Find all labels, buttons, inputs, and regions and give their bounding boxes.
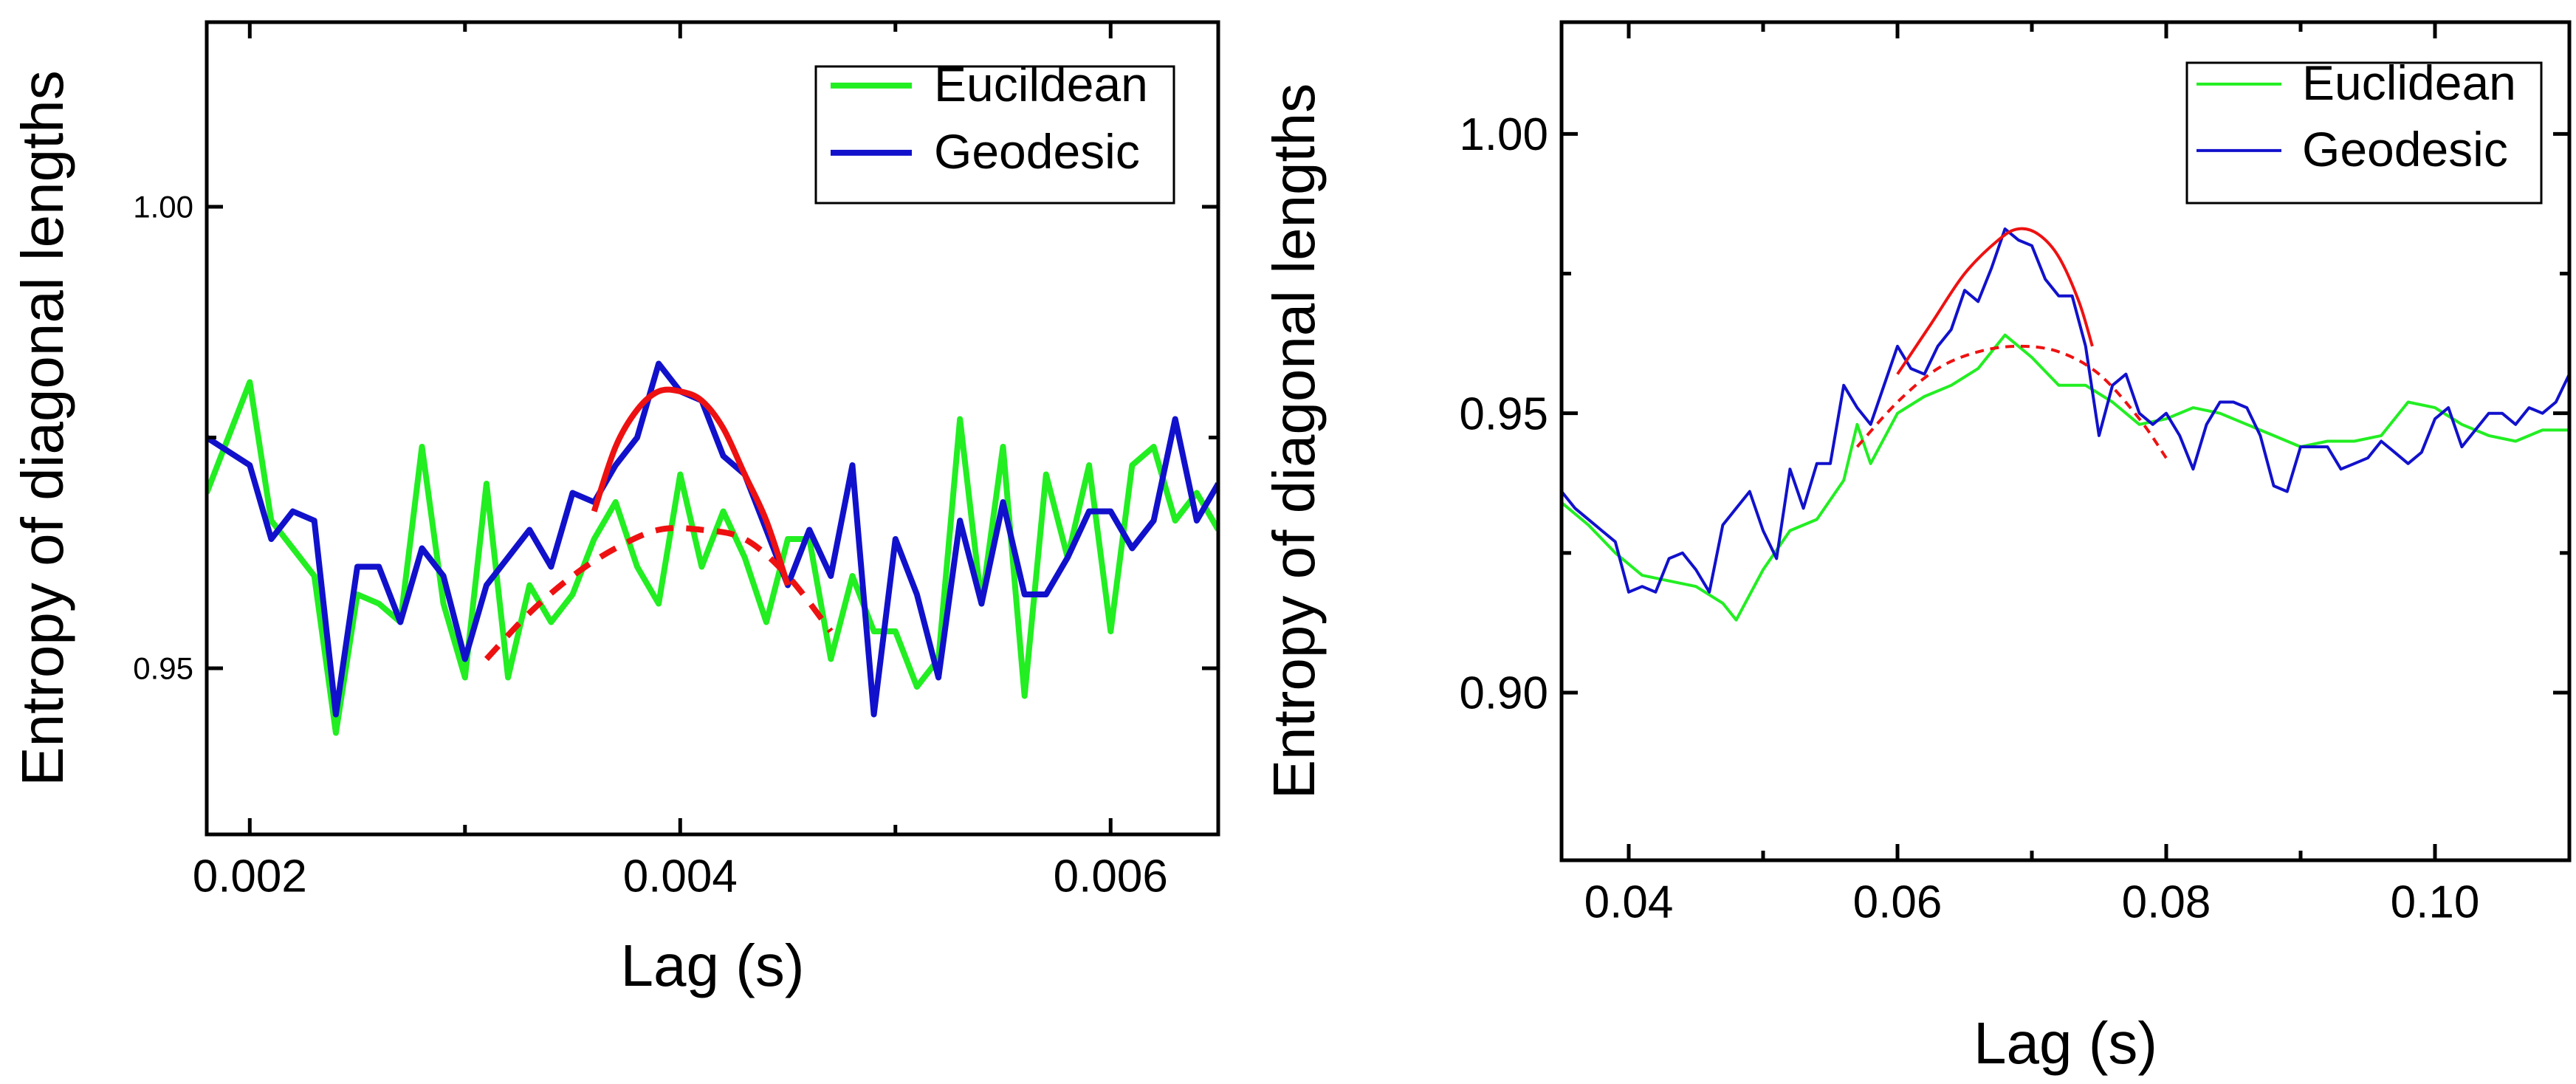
chart-panel-1: 0.002 0.004 0.006 0.95 1.00 Lag (s) Entropy of… [10, 20, 1220, 998]
fit-curve-solid [1896, 227, 2094, 375]
legend: Euclidean Geodesic [2185, 55, 2543, 205]
y-axis-label: Entropy of diagonal lengths [10, 70, 75, 786]
legend: Eucildean Geodesic [814, 57, 1175, 205]
legend-label-geodesic: Geodesic [2302, 122, 2508, 176]
y-axis-label: Entropy of diagonal lengths [1261, 83, 1327, 800]
x-axis-label: Lag (s) [621, 933, 805, 998]
x-tick-label: 0.10 [2391, 877, 2480, 928]
plot-frame [205, 20, 1220, 837]
y-tick-label: 0.95 [1459, 388, 1548, 439]
x-tick-label: 0.04 [1584, 877, 1674, 928]
series-line-geodesic [1562, 227, 2569, 594]
y-tick-label: 0.90 [1459, 668, 1548, 719]
y-tick-label: 1.00 [1459, 109, 1548, 160]
y-tick-label: 0.95 [133, 651, 193, 686]
legend-box [814, 65, 1175, 205]
legend-box [2185, 61, 2543, 205]
x-tick-label: 0.006 [1054, 851, 1168, 902]
fit-curve-dashed [484, 525, 834, 662]
series-line-eucildean [207, 379, 1218, 736]
series-line-euclidean [1562, 333, 2569, 622]
legend-label-eucildean: Eucildean [934, 57, 1148, 112]
series-line-geodesic [207, 360, 1218, 718]
chart-panel-2: 0.04 0.06 0.08 0.10 0.90 0.95 1.00 Lag (s) Entro… [1261, 20, 2572, 1076]
fit-curve-dashed [1855, 344, 2168, 459]
legend-label-euclidean: Euclidean [2302, 55, 2516, 110]
x-axis-label: Lag (s) [1974, 1010, 2157, 1076]
fit-curve-solid [591, 386, 791, 586]
x-tick-label: 0.004 [623, 851, 738, 902]
x-tick-label: 0.002 [193, 851, 307, 902]
plot-frame [1559, 20, 2572, 862]
x-tick-label: 0.06 [1853, 877, 1943, 928]
x-tick-label: 0.08 [2122, 877, 2211, 928]
y-tick-label: 1.00 [133, 190, 193, 224]
legend-label-geodesic: Geodesic [934, 124, 1140, 179]
